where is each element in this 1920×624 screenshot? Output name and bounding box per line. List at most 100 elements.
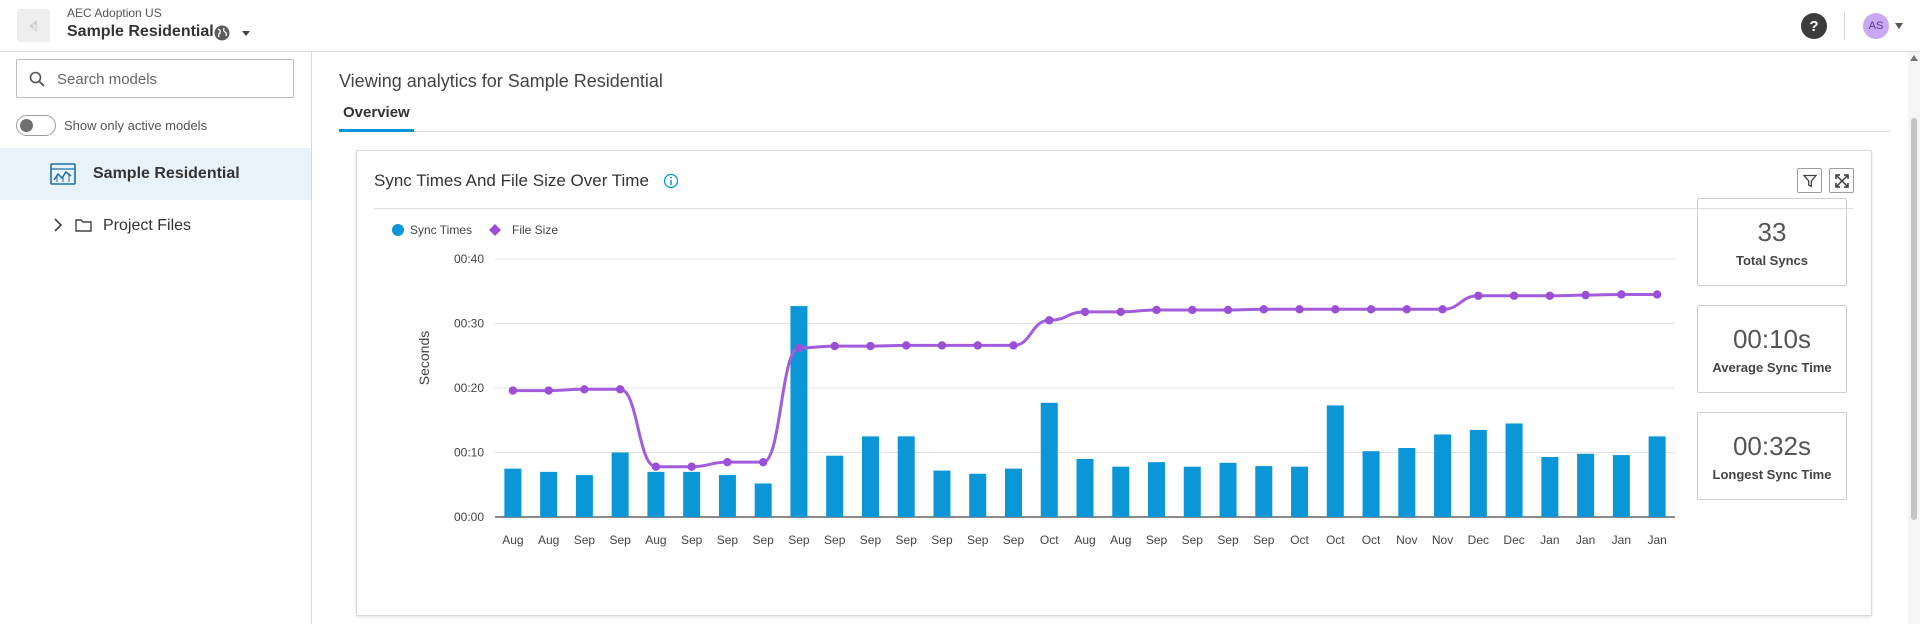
x-tick-label: Aug — [1074, 533, 1095, 547]
y-axis-title: Seconds — [416, 331, 432, 385]
legend-file-size-marker — [489, 224, 501, 236]
x-tick-label: Sep — [824, 533, 846, 547]
file-size-point — [1545, 291, 1555, 300]
sidebar-item-sample-residential[interactable]: Sample Residential — [0, 148, 311, 200]
stat-average-sync-time: 00:10s Average Sync Time — [1697, 305, 1847, 393]
sync-time-bar — [969, 473, 987, 517]
file-size-point — [1045, 316, 1054, 325]
folder-icon — [75, 219, 92, 232]
legend-file-size-label[interactable]: File Size — [512, 223, 558, 237]
x-tick-label: Oct — [1362, 533, 1381, 547]
expand-button[interactable] — [1829, 168, 1854, 193]
file-size-point — [1331, 305, 1340, 314]
chevron-right-icon[interactable] — [52, 218, 64, 232]
toggle-knob — [20, 119, 33, 132]
legend-sync-times-label[interactable]: Sync Times — [410, 223, 472, 237]
file-size-point — [937, 341, 947, 350]
file-size-point — [1617, 290, 1626, 299]
x-tick-label: Sep — [1146, 533, 1168, 547]
caret-down-icon[interactable] — [1894, 22, 1904, 30]
x-tick-label: Dec — [1468, 533, 1489, 547]
x-tick-label: Jan — [1647, 533, 1666, 547]
sync-time-bar — [790, 306, 808, 517]
x-tick-label: Oct — [1040, 533, 1059, 547]
y-axis: 00:00 00:10 00:20 00:30 00:40 — [454, 252, 484, 524]
x-tick-label: Sep — [681, 533, 703, 547]
model-chart-icon — [50, 163, 76, 185]
globe-icon — [214, 25, 230, 41]
chart-legend: Sync Times File Size — [392, 223, 558, 237]
card-title: Sync Times And File Size Over Time — [374, 171, 649, 190]
tab-overview[interactable]: Overview — [339, 104, 414, 132]
help-button[interactable]: ? — [1801, 13, 1827, 39]
filter-button[interactable] — [1797, 168, 1822, 193]
x-tick-label: Nov — [1432, 533, 1453, 547]
sync-time-bar — [575, 475, 593, 517]
sync-time-bar — [1148, 462, 1166, 517]
file-size-point — [1009, 341, 1018, 350]
file-size-point — [723, 457, 732, 467]
sidebar: Show only active models Sample Residenti… — [0, 52, 312, 624]
x-tick-label: Sep — [609, 533, 631, 547]
sync-time-bar — [897, 436, 915, 517]
y-tick-label: 00:30 — [454, 317, 484, 331]
y-tick-label: 00:20 — [454, 381, 484, 395]
user-avatar[interactable]: AS — [1863, 13, 1889, 39]
x-tick-label: Jan — [1540, 533, 1559, 547]
page-scrollbar[interactable] — [1908, 52, 1920, 624]
project-thumbnail[interactable] — [17, 9, 50, 42]
filter-icon — [1802, 174, 1817, 188]
sync-time-bar — [1326, 405, 1344, 517]
sync-times-bars — [504, 306, 1666, 517]
info-icon[interactable] — [663, 173, 679, 189]
sync-time-bar — [1183, 466, 1201, 517]
chevron-down-icon[interactable] — [240, 27, 252, 39]
x-tick-label: Sep — [1003, 533, 1025, 547]
stat-label: Average Sync Time — [1712, 360, 1832, 375]
x-tick-label: Nov — [1396, 533, 1417, 547]
stat-value: 00:10s — [1732, 324, 1812, 354]
x-tick-label: Sep — [860, 533, 882, 547]
x-tick-label: Sep — [717, 533, 739, 547]
scroll-thumb[interactable] — [1911, 118, 1917, 520]
y-tick-label: 00:10 — [454, 446, 484, 460]
sync-time-bar — [1648, 436, 1666, 517]
file-size-point — [1509, 291, 1519, 300]
sync-time-bar — [1398, 447, 1416, 517]
x-tick-label: Sep — [931, 533, 953, 547]
project-name[interactable]: Sample Residential — [67, 23, 214, 40]
stat-label: Total Syncs — [1735, 253, 1808, 268]
x-tick-label: Sep — [1182, 533, 1204, 547]
sync-time-bar — [1505, 423, 1523, 517]
file-size-point — [1295, 305, 1304, 314]
header-divider — [1844, 12, 1845, 40]
file-size-point — [758, 457, 768, 467]
x-tick-label: Oct — [1326, 533, 1345, 547]
file-size-point — [1223, 305, 1233, 315]
sidebar-item-project-files[interactable]: Project Files — [0, 204, 311, 248]
sync-time-bar — [1219, 462, 1237, 517]
file-size-point — [1152, 305, 1161, 315]
file-size-point — [1402, 305, 1412, 314]
sidebar-item-label: Sample Residential — [93, 165, 240, 182]
search-icon — [29, 71, 45, 87]
sync-time-bar — [647, 471, 665, 517]
sync-time-bar — [1004, 468, 1022, 517]
scroll-up-arrow-icon[interactable] — [1910, 54, 1918, 62]
file-size-point — [1188, 305, 1197, 315]
file-size-point — [902, 341, 911, 350]
sync-time-bar — [611, 452, 629, 517]
file-size-point — [1652, 290, 1662, 299]
file-size-point — [1366, 305, 1376, 314]
sync-time-bar — [683, 471, 701, 517]
file-size-point — [973, 341, 982, 350]
x-tick-label: Oct — [1290, 533, 1309, 547]
file-size-point — [1438, 305, 1447, 314]
active-models-toggle[interactable] — [16, 115, 56, 136]
x-tick-label: Jan — [1576, 533, 1595, 547]
search-box[interactable] — [16, 59, 294, 98]
file-size-point — [866, 341, 875, 351]
file-size-point — [544, 386, 553, 395]
search-input[interactable] — [57, 68, 277, 90]
file-size-point — [1259, 305, 1268, 314]
